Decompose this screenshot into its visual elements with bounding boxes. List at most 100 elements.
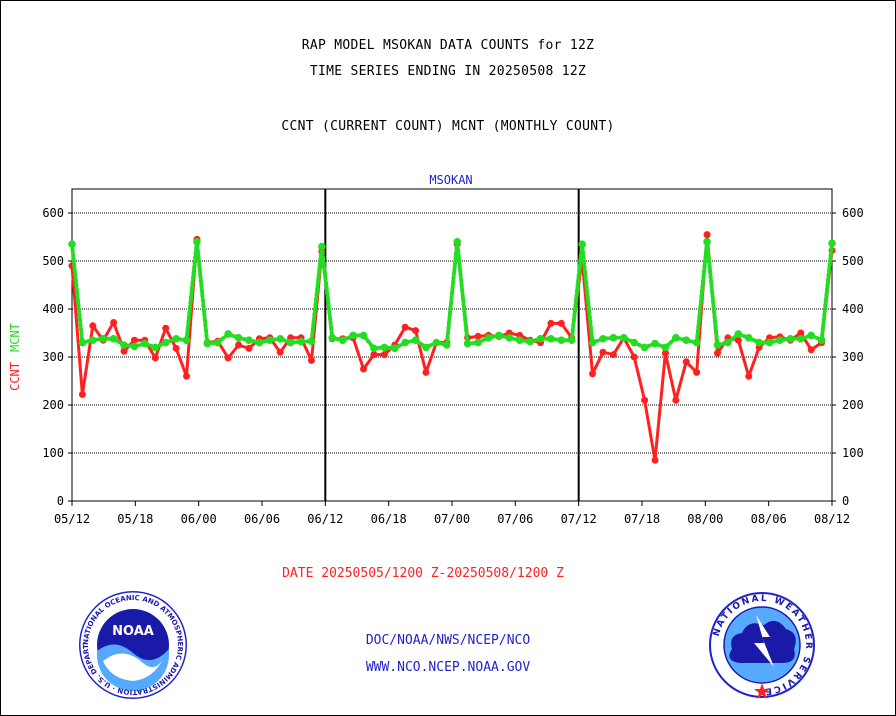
- x-tick-label-3: 06/06: [244, 512, 280, 526]
- data-point-ccnt-62: [713, 349, 721, 357]
- x-tick-label-1: 05/18: [117, 512, 153, 526]
- data-point-ccnt-28: [360, 365, 368, 373]
- x-tick-label-8: 07/12: [561, 512, 597, 526]
- data-point-ccnt-65: [745, 372, 753, 380]
- data-point-mcnt-25: [328, 334, 337, 342]
- data-point-ccnt-59: [682, 358, 690, 366]
- data-point-mcnt-17: [245, 336, 253, 345]
- data-point-mcnt-12: [193, 238, 201, 246]
- y-tick-label-left-600: 600: [42, 206, 64, 220]
- data-point-ccnt-34: [422, 368, 430, 376]
- data-point-mcnt-33: [411, 336, 420, 345]
- data-point-mcnt-9: [161, 338, 170, 347]
- data-point-ccnt-32: [401, 323, 409, 331]
- y-tick-label-right-100: 100: [842, 446, 864, 460]
- data-point-mcnt-22: [297, 337, 305, 346]
- data-point-mcnt-2: [89, 336, 97, 345]
- data-point-mcnt-67: [765, 338, 774, 347]
- data-point-ccnt-17: [245, 344, 253, 352]
- data-point-mcnt-58: [672, 334, 680, 342]
- data-point-mcnt-60: [692, 338, 701, 347]
- station-label: MSOKAN: [429, 173, 472, 187]
- nws-logo: NATIONAL WEATHER SERVICE: [709, 592, 815, 699]
- data-point-mcnt-6: [130, 342, 139, 351]
- x-tick-label-6: 07/00: [434, 512, 470, 526]
- data-point-mcnt-52: [609, 334, 618, 342]
- data-point-mcnt-10: [172, 334, 180, 343]
- website-label: WWW.NCO.NCEP.NOAA.GOV: [365, 660, 531, 675]
- noaa-logo-text: NOAA: [112, 624, 154, 639]
- data-point-mcnt-63: [724, 338, 732, 347]
- data-point-mcnt-7: [141, 339, 149, 348]
- data-point-mcnt-27: [349, 331, 357, 340]
- data-point-mcnt-31: [390, 344, 399, 353]
- y-tick-label-left-100: 100: [42, 446, 64, 460]
- data-point-mcnt-50: [588, 338, 597, 347]
- data-point-mcnt-38: [463, 339, 472, 348]
- data-point-mcnt-18: [255, 338, 264, 347]
- data-point-ccnt-2: [89, 322, 97, 330]
- y-tick-label-left-500: 500: [42, 254, 64, 268]
- data-point-ccnt-56: [651, 456, 659, 464]
- y-tick-label-right-600: 600: [842, 206, 864, 220]
- data-point-mcnt-8: [151, 343, 160, 352]
- data-point-ccnt-47: [557, 319, 565, 327]
- data-point-ccnt-16: [235, 341, 243, 349]
- data-point-mcnt-13: [203, 339, 212, 348]
- x-tick-label-7: 07/06: [497, 512, 533, 526]
- data-point-mcnt-62: [713, 341, 722, 349]
- axis-layer: 0 0 100 100 200 200 300 300 400 400 500 500 600 600 05…: [42, 188, 864, 526]
- x-tick-label-11: 08/06: [751, 512, 787, 526]
- data-point-mcnt-73: [828, 239, 836, 248]
- series-layer: [68, 231, 836, 464]
- data-point-mcnt-34: [422, 343, 430, 352]
- y-tick-label-right-400: 400: [842, 302, 864, 316]
- data-point-mcnt-20: [276, 334, 285, 343]
- data-point-ccnt-70: [797, 329, 805, 337]
- data-point-ccnt-23: [307, 356, 315, 364]
- data-point-mcnt-69: [786, 334, 795, 343]
- data-point-mcnt-0: [68, 240, 76, 248]
- data-point-mcnt-11: [182, 336, 191, 345]
- data-point-mcnt-29: [370, 344, 378, 353]
- data-point-mcnt-1: [78, 338, 87, 347]
- data-point-ccnt-20: [276, 348, 284, 356]
- data-point-mcnt-59: [682, 336, 691, 345]
- data-point-mcnt-36: [442, 341, 451, 349]
- data-point-mcnt-24: [318, 242, 326, 251]
- x-tick-label-0: 05/12: [54, 512, 90, 526]
- x-tick-label-4: 06/12: [307, 512, 343, 526]
- data-point-mcnt-47: [557, 336, 566, 345]
- data-point-mcnt-41: [495, 331, 503, 340]
- x-tick-label-12: 08/12: [814, 512, 850, 526]
- data-point-mcnt-61: [703, 238, 711, 246]
- data-point-ccnt-1: [78, 390, 86, 398]
- data-point-mcnt-37: [453, 238, 462, 246]
- data-point-mcnt-64: [734, 330, 743, 338]
- data-point-mcnt-26: [338, 336, 347, 345]
- y-tick-label-left-0: 0: [57, 494, 64, 508]
- data-point-mcnt-55: [640, 343, 649, 352]
- data-point-ccnt-11: [183, 372, 191, 380]
- x-tick-label-2: 06/00: [181, 512, 217, 526]
- y-tick-label-left-300: 300: [42, 350, 64, 364]
- y-tick-label-right-200: 200: [842, 398, 864, 412]
- y-tick-label-left-400: 400: [42, 302, 64, 316]
- data-point-mcnt-71: [807, 331, 815, 340]
- data-point-mcnt-39: [474, 338, 482, 347]
- data-point-mcnt-43: [515, 336, 524, 345]
- star-icon: [754, 683, 770, 699]
- chart-title-line2: TIME SERIES ENDING IN 20250508 12Z: [309, 64, 587, 79]
- y-tick-label-right-0: 0: [842, 494, 849, 508]
- data-point-ccnt-52: [609, 351, 617, 359]
- data-point-mcnt-46: [547, 334, 555, 343]
- data-point-ccnt-71: [807, 346, 815, 354]
- data-point-mcnt-23: [307, 337, 316, 345]
- data-point-ccnt-54: [630, 353, 638, 361]
- data-point-mcnt-19: [266, 336, 274, 345]
- y-tick-label-right-500: 500: [842, 254, 864, 268]
- chart-title-line1: RAP MODEL MSOKAN DATA COUNTS for 12Z: [301, 38, 595, 53]
- data-point-mcnt-21: [286, 338, 295, 347]
- data-point-mcnt-68: [776, 336, 784, 345]
